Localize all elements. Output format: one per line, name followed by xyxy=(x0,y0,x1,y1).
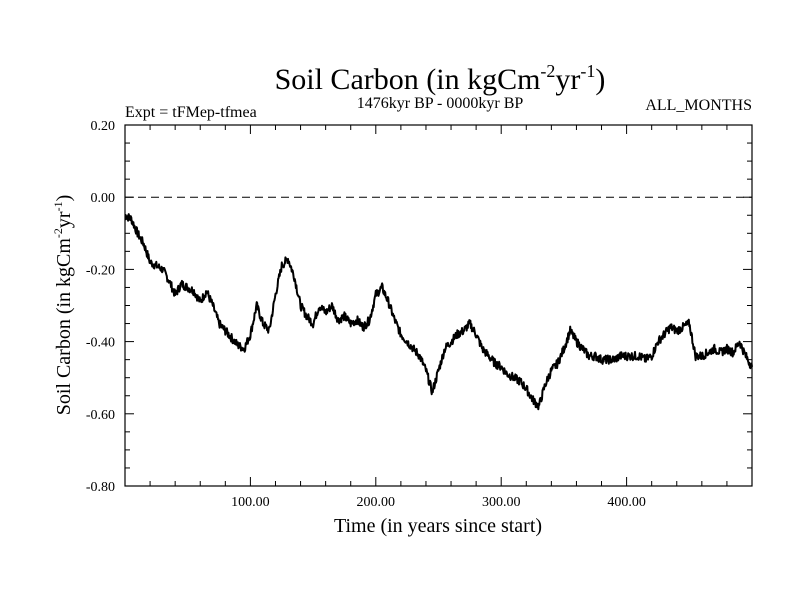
x-tick-label: 300.00 xyxy=(482,495,521,510)
y-tick-label: 0.20 xyxy=(91,119,116,134)
y-label-exp2: -1 xyxy=(51,201,65,211)
series-line-soil-carbon xyxy=(124,213,753,411)
y-tick-label: -0.40 xyxy=(86,336,115,351)
chart-title-close: ) xyxy=(595,63,605,96)
chart-title-exp1: -2 xyxy=(540,61,555,81)
y-label-exp1: -2 xyxy=(51,228,65,238)
subtitle-right: ALL_MONTHS xyxy=(645,97,752,114)
y-label-mid: yr xyxy=(53,211,75,228)
x-tick-label: 200.00 xyxy=(357,495,396,510)
x-tick-label: 100.00 xyxy=(231,495,270,510)
chart-title-mid: yr xyxy=(555,63,580,96)
chart-title-exp2: -1 xyxy=(580,61,595,81)
y-axis-label: Soil Carbon (in kgCm-2yr-1) xyxy=(51,195,75,416)
x-axis-label: Time (in years since start) xyxy=(334,515,542,537)
y-label-main: Soil Carbon (in kgCm xyxy=(53,238,75,416)
subtitle-center: 1476kyr BP - 0000kyr BP xyxy=(357,95,524,112)
chart-title-main: Soil Carbon (in kgCm xyxy=(275,63,541,96)
subtitle-left: Expt = tFMep-tfmea xyxy=(125,104,257,121)
y-tick-label: -0.20 xyxy=(86,263,115,278)
plot-frame xyxy=(124,124,753,487)
y-tick-label: -0.60 xyxy=(86,408,115,423)
y-tick-label: 0.00 xyxy=(91,191,116,206)
y-tick-label: -0.80 xyxy=(86,480,115,495)
axis-ticks: 0.20 0.00 -0.20 -0.40 -0.60 -0.80 100.00 200.00… xyxy=(86,119,752,510)
x-tick-label: 400.00 xyxy=(607,495,646,510)
y-label-close: ) xyxy=(53,195,75,202)
chart-title: Soil Carbon (in kgCm-2yr-1) xyxy=(275,61,606,96)
